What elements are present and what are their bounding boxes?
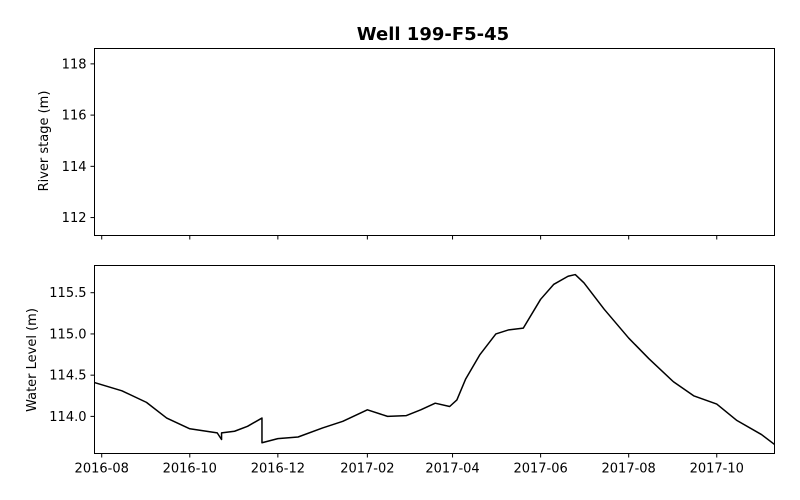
water-level-axes: Water Level (m) 114.0 114.5 115.0 115.5 2016… — [25, 265, 775, 477]
water-level-ytick-label: 114.0 — [49, 410, 86, 425]
chart-title: Well 199-F5-45 — [357, 24, 509, 45]
water-level-xtick-label: 2016-08 — [75, 462, 129, 477]
water-level-xtick-label: 2017-08 — [602, 462, 656, 477]
water-level-ytick-label: 115.0 — [49, 327, 86, 342]
water-level-series-line — [94, 273, 775, 446]
river-stage-ytick-label: 114 — [62, 160, 87, 175]
river-stage-ytick-label: 118 — [62, 57, 87, 72]
river-stage-ytick-label: 112 — [62, 211, 87, 226]
river-stage-frame — [94, 48, 775, 236]
river-stage-ylabel: River stage (m) — [37, 91, 52, 192]
water-level-xtick-label: 2017-06 — [513, 462, 567, 477]
water-level-ytick-label: 114.5 — [49, 369, 86, 384]
water-level-frame — [94, 265, 775, 454]
water-level-xtick-label: 2017-10 — [690, 462, 744, 477]
water-level-xtick-label: 2017-04 — [425, 462, 479, 477]
water-level-xtick-label: 2016-12 — [251, 462, 305, 477]
water-level-xtick-label: 2017-02 — [340, 462, 394, 477]
water-level-ylabel: Water Level (m) — [25, 308, 40, 412]
river-stage-axes: River stage (m) 112 114 116 118 — [37, 48, 775, 240]
water-level-ytick-label: 115.5 — [49, 286, 86, 301]
water-level-xtick-label: 2016-10 — [163, 462, 217, 477]
river-stage-ytick-label: 116 — [62, 109, 87, 124]
